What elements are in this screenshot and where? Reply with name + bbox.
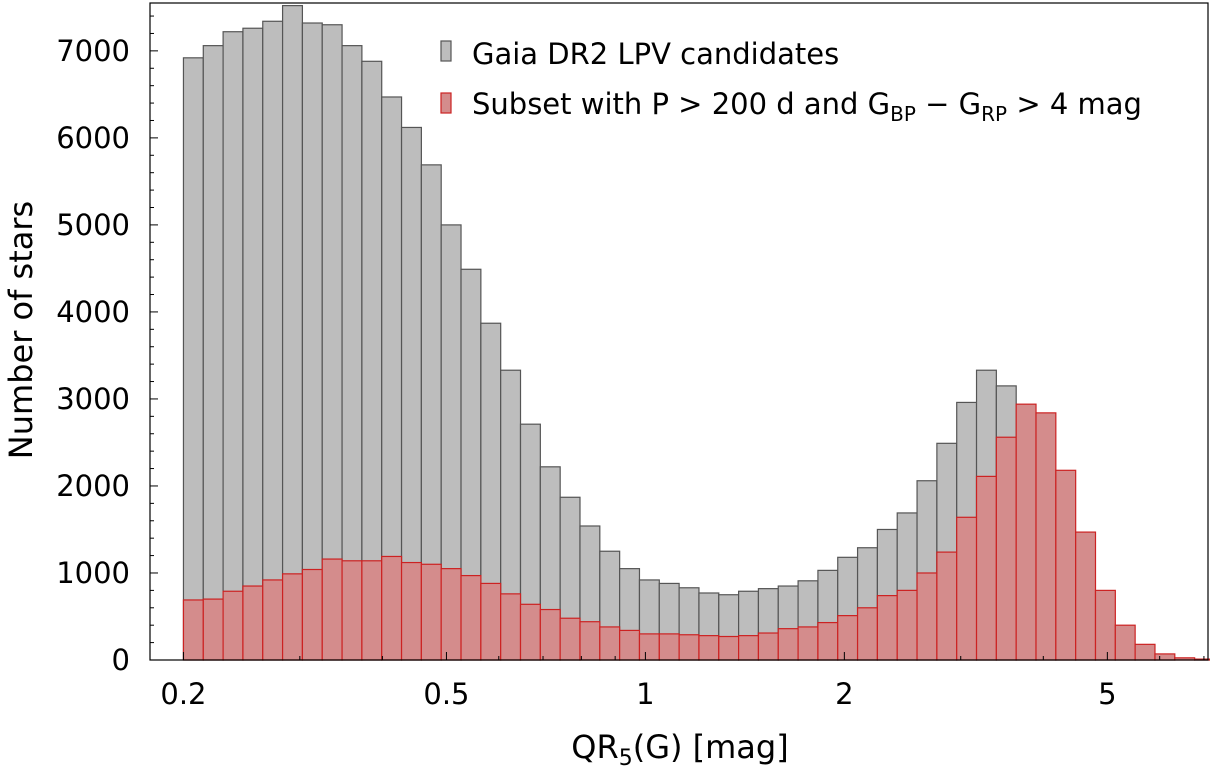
grey-bar [222,31,244,661]
red-bar [757,632,779,661]
legend-swatch-grey [440,40,452,62]
y-tick-label: 2000 [56,469,130,503]
red-bar [777,628,799,661]
x-tick-label: 2 [835,677,853,711]
y-tick-label: 3000 [56,382,130,416]
red-bar [361,560,383,661]
red-bar [242,585,264,661]
x-tick-label: 0.5 [423,677,469,711]
red-bar [1094,589,1116,661]
red-bar [837,615,859,661]
grey-bar [202,45,224,661]
red-bar [975,475,997,661]
red-bar [262,579,284,661]
red-bar [519,603,541,661]
y-tick-label: 0 [112,643,130,677]
grey-bar [301,22,323,661]
red-bar [381,555,403,661]
red-bar [936,551,958,661]
red-bar [856,607,879,661]
red-bar [876,595,898,661]
red-bar [817,621,839,661]
y-axis: 0 1000 2000 3000 4000 5000 6000 7000 [56,15,158,677]
red-bar [1015,403,1037,661]
red-bar [480,582,502,661]
red-bar [559,617,581,661]
red-bar [619,629,641,661]
series-subset-long-period-red [182,403,1210,661]
x-tick-label: 0.2 [160,677,206,711]
red-bar [738,635,760,661]
x-tick-label: 5 [1098,677,1116,711]
red-bar [420,563,442,661]
red-bar [1154,653,1176,661]
red-bar [1075,531,1097,661]
red-bar [678,634,700,661]
red-bar [222,590,244,661]
red-bar [1035,412,1057,661]
y-tick-label: 5000 [56,208,130,242]
red-bar [539,608,561,661]
y-tick-label: 4000 [56,295,130,329]
red-bar [1114,624,1136,661]
red-bar [500,593,522,661]
red-bar [698,635,720,661]
red-bar [896,589,918,661]
legend: Gaia DR2 LPV candidates Subset with P > … [440,37,1142,126]
red-bar [658,633,680,661]
grey-bar [182,57,204,661]
red-bar [460,574,482,661]
grey-bar [262,20,284,661]
red-bar [202,598,224,661]
red-bar [341,560,363,661]
legend-swatch-red [440,92,452,114]
x-axis: 0.2 0.5 1 2 5 [160,652,1205,711]
y-tick-label: 6000 [56,121,130,155]
red-bar [281,573,304,661]
red-bar [301,568,323,661]
red-bar [718,635,740,661]
red-bar [400,561,422,661]
legend-label-subset: Subset with P > 200 d and GBP − GRP > 4 … [472,87,1142,126]
y-axis-label: Number of stars [2,201,40,459]
grey-bar [281,5,304,661]
grey-bar [242,27,264,661]
red-bar [599,626,621,661]
red-bar [321,558,343,661]
legend-label-gaia: Gaia DR2 LPV candidates [472,37,839,71]
y-tick-label: 1000 [56,556,130,590]
x-axis-label: QR5(G) [mag] [571,728,788,770]
red-bar [182,599,204,661]
red-bar [995,436,1017,661]
x-tick-label: 1 [636,677,654,711]
red-bar [1134,643,1156,661]
red-bar [638,633,660,661]
red-bar [1055,469,1077,661]
red-bar [956,516,978,661]
red-bar [440,568,462,661]
red-bar [916,572,938,661]
red-bar [579,621,601,661]
y-tick-label: 7000 [56,34,130,68]
plot-frame [149,2,1209,661]
red-bar [797,626,819,661]
